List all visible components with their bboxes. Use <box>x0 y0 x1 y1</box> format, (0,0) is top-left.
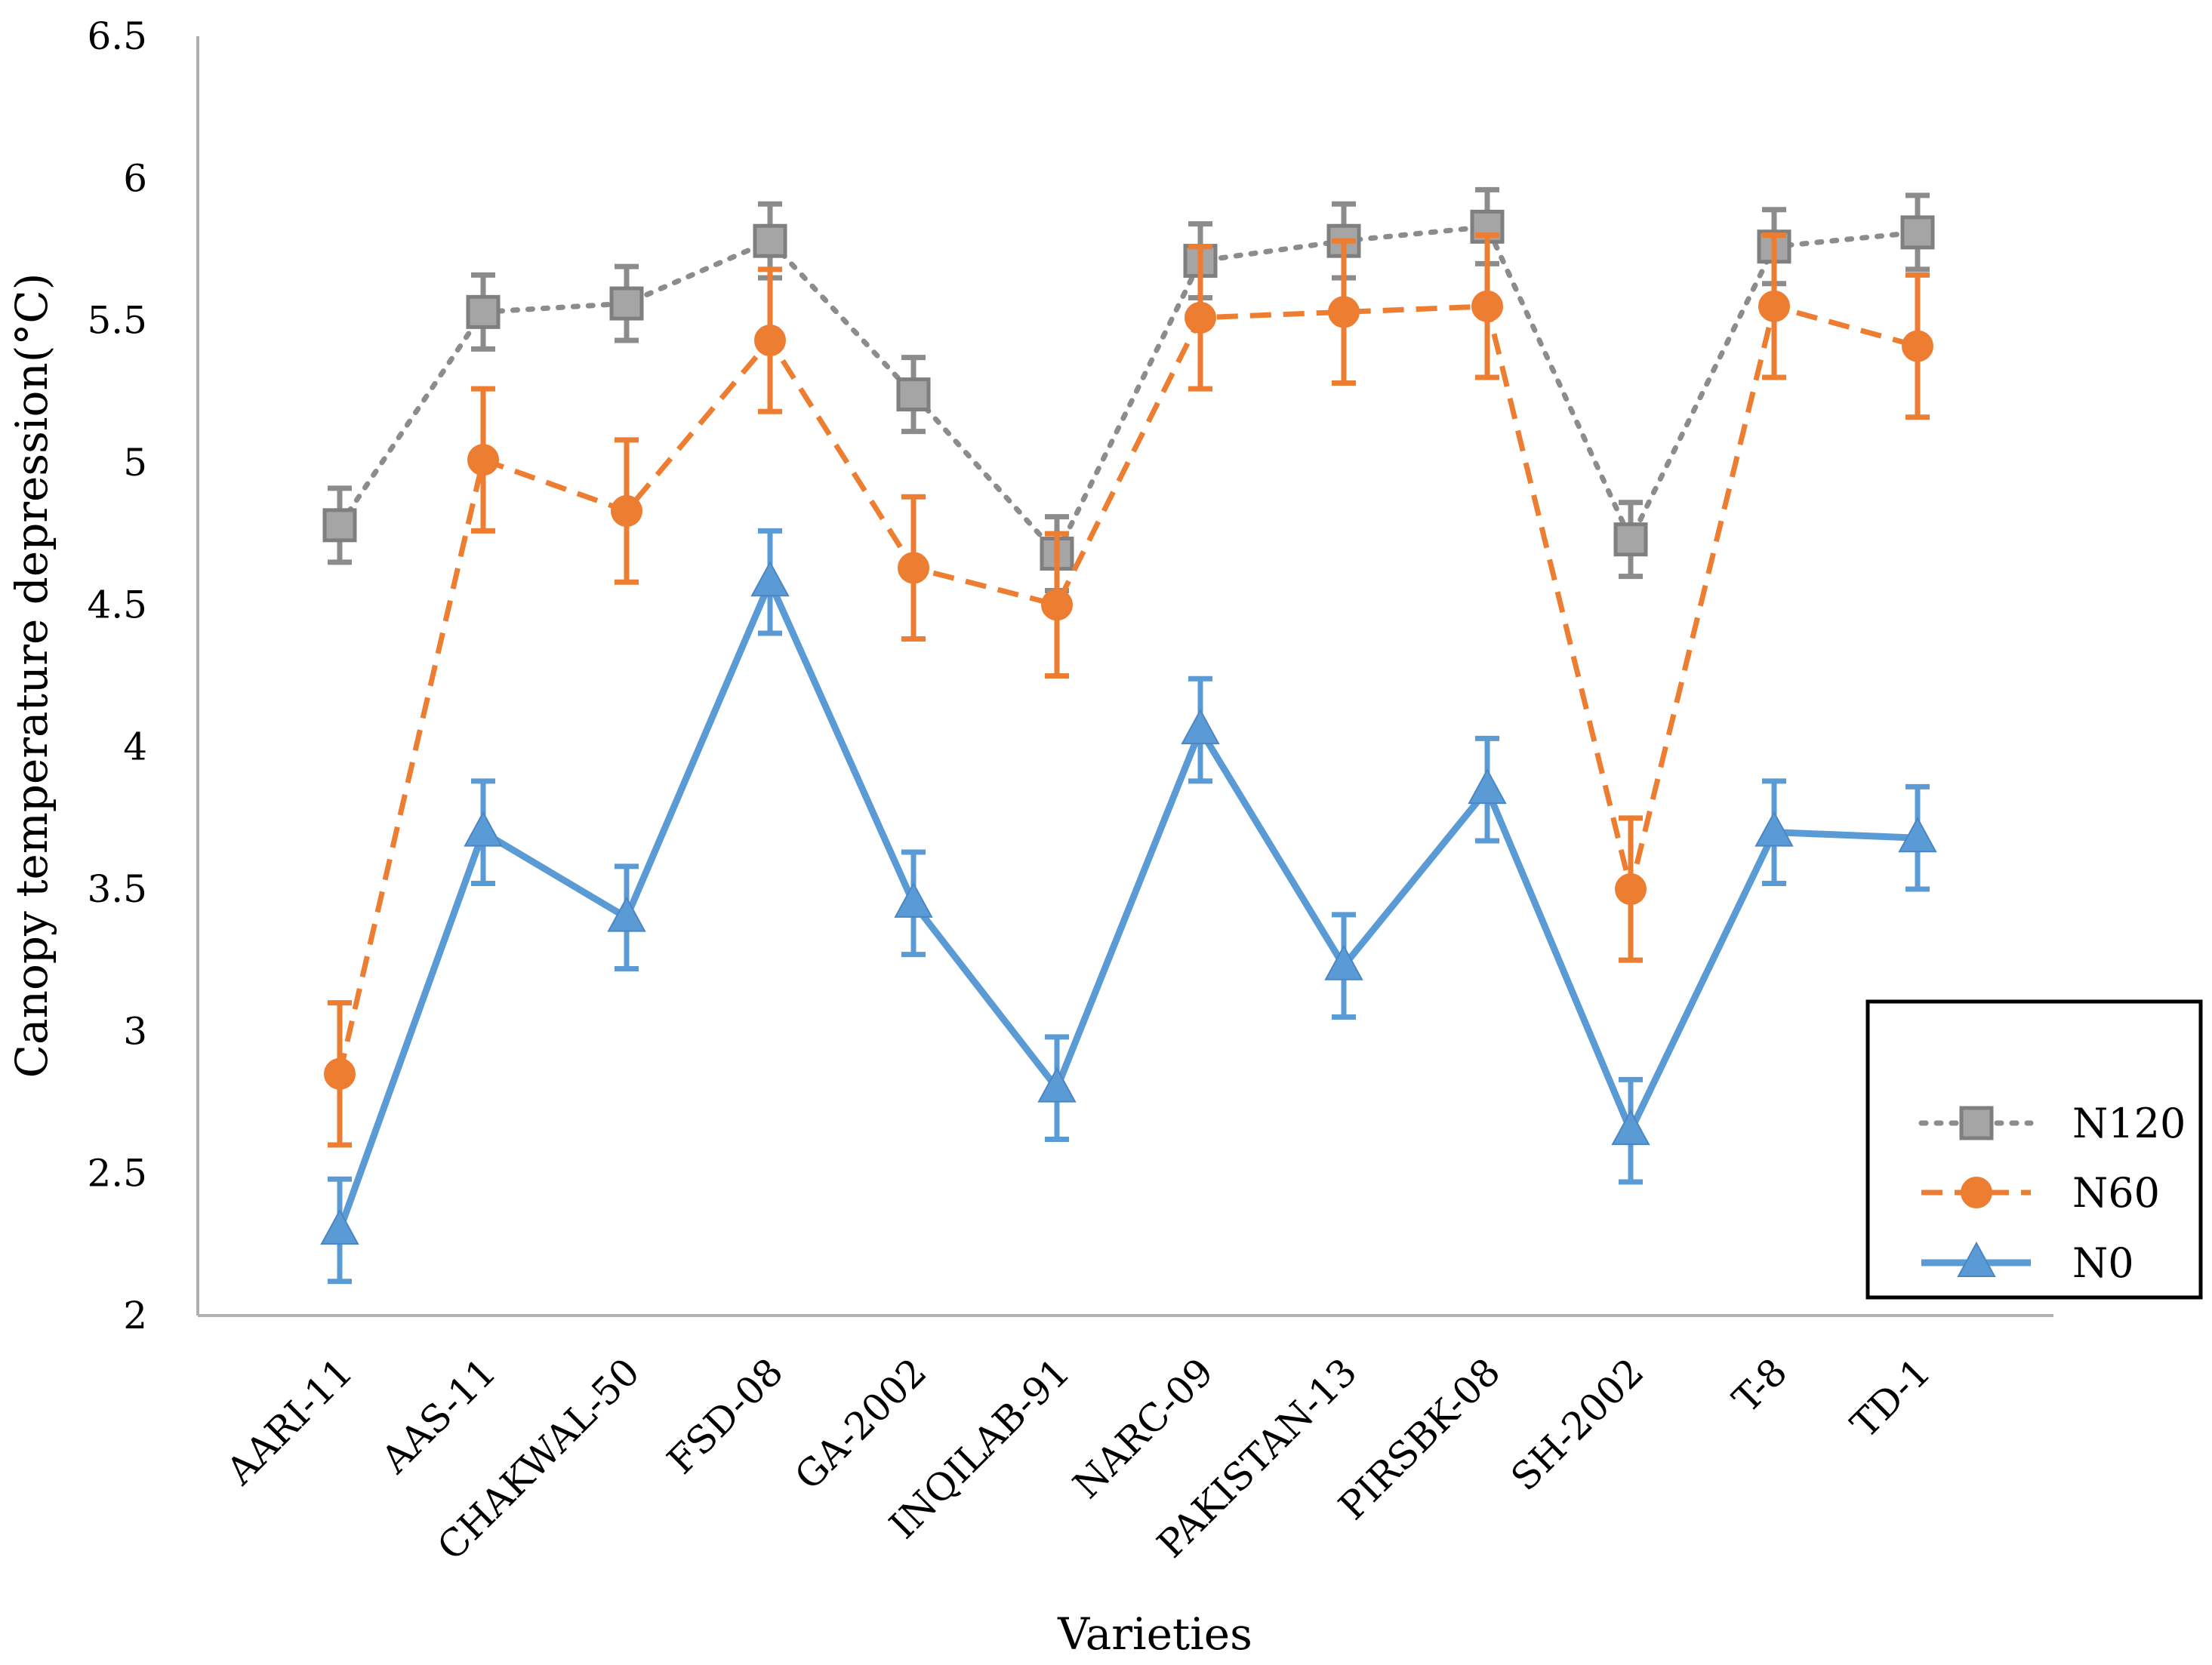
data-point <box>466 294 501 329</box>
y-tick-labels: 2 2.5 3 3.5 4 4.5 5 5.5 6 6.5 <box>87 14 147 1337</box>
x-tick-label: NARC-09 <box>1064 1350 1222 1507</box>
data-point <box>1041 589 1073 621</box>
y-tick-label: 6.5 <box>87 14 147 58</box>
x-tick-label: AAS-11 <box>372 1350 504 1482</box>
data-point <box>1611 1109 1650 1146</box>
legend-item: N0 <box>1921 1239 2134 1287</box>
y-tick-label: 4.5 <box>87 583 147 626</box>
y-tick-label: 6 <box>123 156 147 200</box>
series-n60 <box>324 232 1933 1148</box>
series-layer <box>320 186 1937 1285</box>
x-tick-label: FSD-08 <box>659 1350 792 1482</box>
data-point <box>1181 708 1220 745</box>
data-point <box>1755 811 1794 847</box>
data-point <box>898 552 929 584</box>
legend-marker <box>1957 1241 1996 1277</box>
series-n120 <box>322 186 1935 593</box>
legend-item: N120 <box>1918 1100 2186 1147</box>
data-point <box>1185 301 1216 334</box>
data-point <box>894 882 933 918</box>
series-n0 <box>320 528 1937 1285</box>
x-tick-label: SH-2002 <box>1502 1350 1652 1499</box>
data-point <box>464 811 503 847</box>
data-point <box>467 444 499 476</box>
y-tick-label: 5 <box>123 441 147 485</box>
data-point <box>1328 296 1360 328</box>
data-point <box>322 508 357 543</box>
data-point <box>754 325 786 357</box>
data-point <box>753 223 787 258</box>
data-point <box>750 561 790 597</box>
legend-marker <box>1961 1177 1992 1208</box>
legend-label: N120 <box>2072 1100 2186 1147</box>
data-point <box>1324 944 1363 980</box>
x-tick-label: AARI-11 <box>217 1350 361 1493</box>
data-point <box>1037 1066 1077 1103</box>
legend-box <box>1865 999 2203 1300</box>
y-tick-label: 3 <box>123 1009 147 1053</box>
data-point <box>324 1057 356 1090</box>
x-tick-label: TD-1 <box>1842 1350 1939 1446</box>
data-point <box>1898 817 1937 853</box>
data-point <box>1900 215 1935 250</box>
data-point <box>1613 522 1648 557</box>
x-tick-label: GA-2002 <box>787 1350 935 1498</box>
legend: N120 N60 N0 <box>1865 999 2203 1300</box>
legend-marker <box>1959 1106 1994 1140</box>
data-point <box>1615 873 1647 905</box>
axes <box>196 36 2053 1317</box>
data-point <box>1758 290 1790 322</box>
series-line <box>337 303 1918 1075</box>
data-point <box>896 377 931 412</box>
y-tick-label: 2.5 <box>87 1152 147 1196</box>
legend-item: N60 <box>1921 1169 2160 1217</box>
data-point <box>1468 768 1507 805</box>
data-point <box>320 1208 359 1245</box>
data-point <box>609 286 644 321</box>
series-line <box>336 578 1918 1232</box>
y-tick-label: 2 <box>123 1294 147 1337</box>
data-point <box>1902 330 1933 362</box>
data-point <box>1471 290 1503 322</box>
x-axis-title: Varieties <box>1057 1608 1252 1660</box>
data-point <box>607 896 646 932</box>
y-axis-title: Canopy temperature depression(°C) <box>6 273 57 1079</box>
series-line <box>337 223 1921 557</box>
x-tick-label: T-8 <box>1724 1350 1795 1420</box>
data-point <box>611 495 642 528</box>
y-tick-label: 4 <box>123 725 147 769</box>
y-tick-label: 5.5 <box>87 299 147 343</box>
legend-label: N0 <box>2072 1239 2134 1287</box>
y-tick-label: 3.5 <box>87 867 147 911</box>
legend-label: N60 <box>2072 1169 2160 1217</box>
